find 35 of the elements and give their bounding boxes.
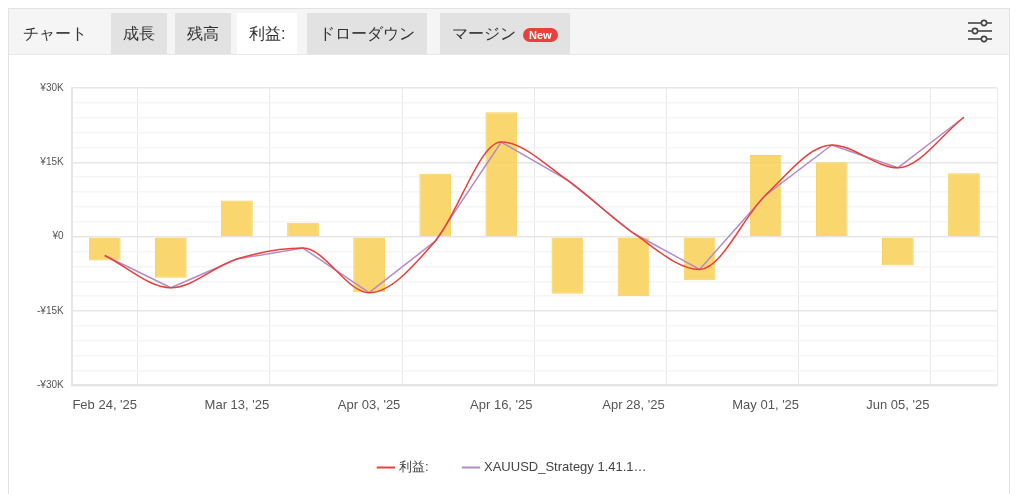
text: ドローダウン — [307, 13, 427, 54]
bar — [154, 237, 187, 278]
bar — [287, 222, 319, 236]
text: New — [523, 27, 558, 42]
y-tick-label: ¥0 — [51, 230, 65, 242]
text: 残高 — [175, 13, 231, 54]
text: チャート — [22, 24, 88, 44]
x-tick-label: Feb 24, '25 — [72, 396, 138, 412]
text: 成長 — [111, 13, 167, 54]
y-tick-label: ¥15K — [39, 156, 65, 168]
bar — [617, 237, 650, 297]
y-tick-label: ¥30K — [39, 81, 65, 93]
bar — [882, 237, 914, 266]
bar — [948, 173, 980, 236]
bar — [485, 112, 518, 236]
bar — [815, 162, 848, 236]
legend-label: XAUUSD_Strategy 1.41.1… — [484, 459, 647, 475]
legend-label: 利益: — [398, 459, 429, 475]
bar — [221, 200, 253, 236]
text: マージン — [452, 25, 516, 42]
bar — [353, 237, 385, 293]
text: 利益: — [237, 13, 298, 54]
y-tick-label: -¥30K — [37, 379, 65, 391]
x-tick-label: Apr 28, '25 — [602, 396, 665, 412]
x-tick-label: Apr 03, '25 — [337, 396, 401, 412]
bar — [749, 154, 782, 236]
bar — [88, 237, 121, 261]
y-tick-label: -¥15K — [37, 304, 65, 316]
bar — [551, 237, 584, 294]
x-tick-label: Apr 16, '25 — [470, 396, 533, 412]
x-tick-label: Jun 05, '25 — [866, 396, 930, 412]
line-series — [103, 116, 965, 294]
x-tick-label: Mar 13, '25 — [204, 396, 270, 412]
bar — [419, 173, 452, 236]
x-tick-label: May 01, '25 — [732, 396, 800, 412]
